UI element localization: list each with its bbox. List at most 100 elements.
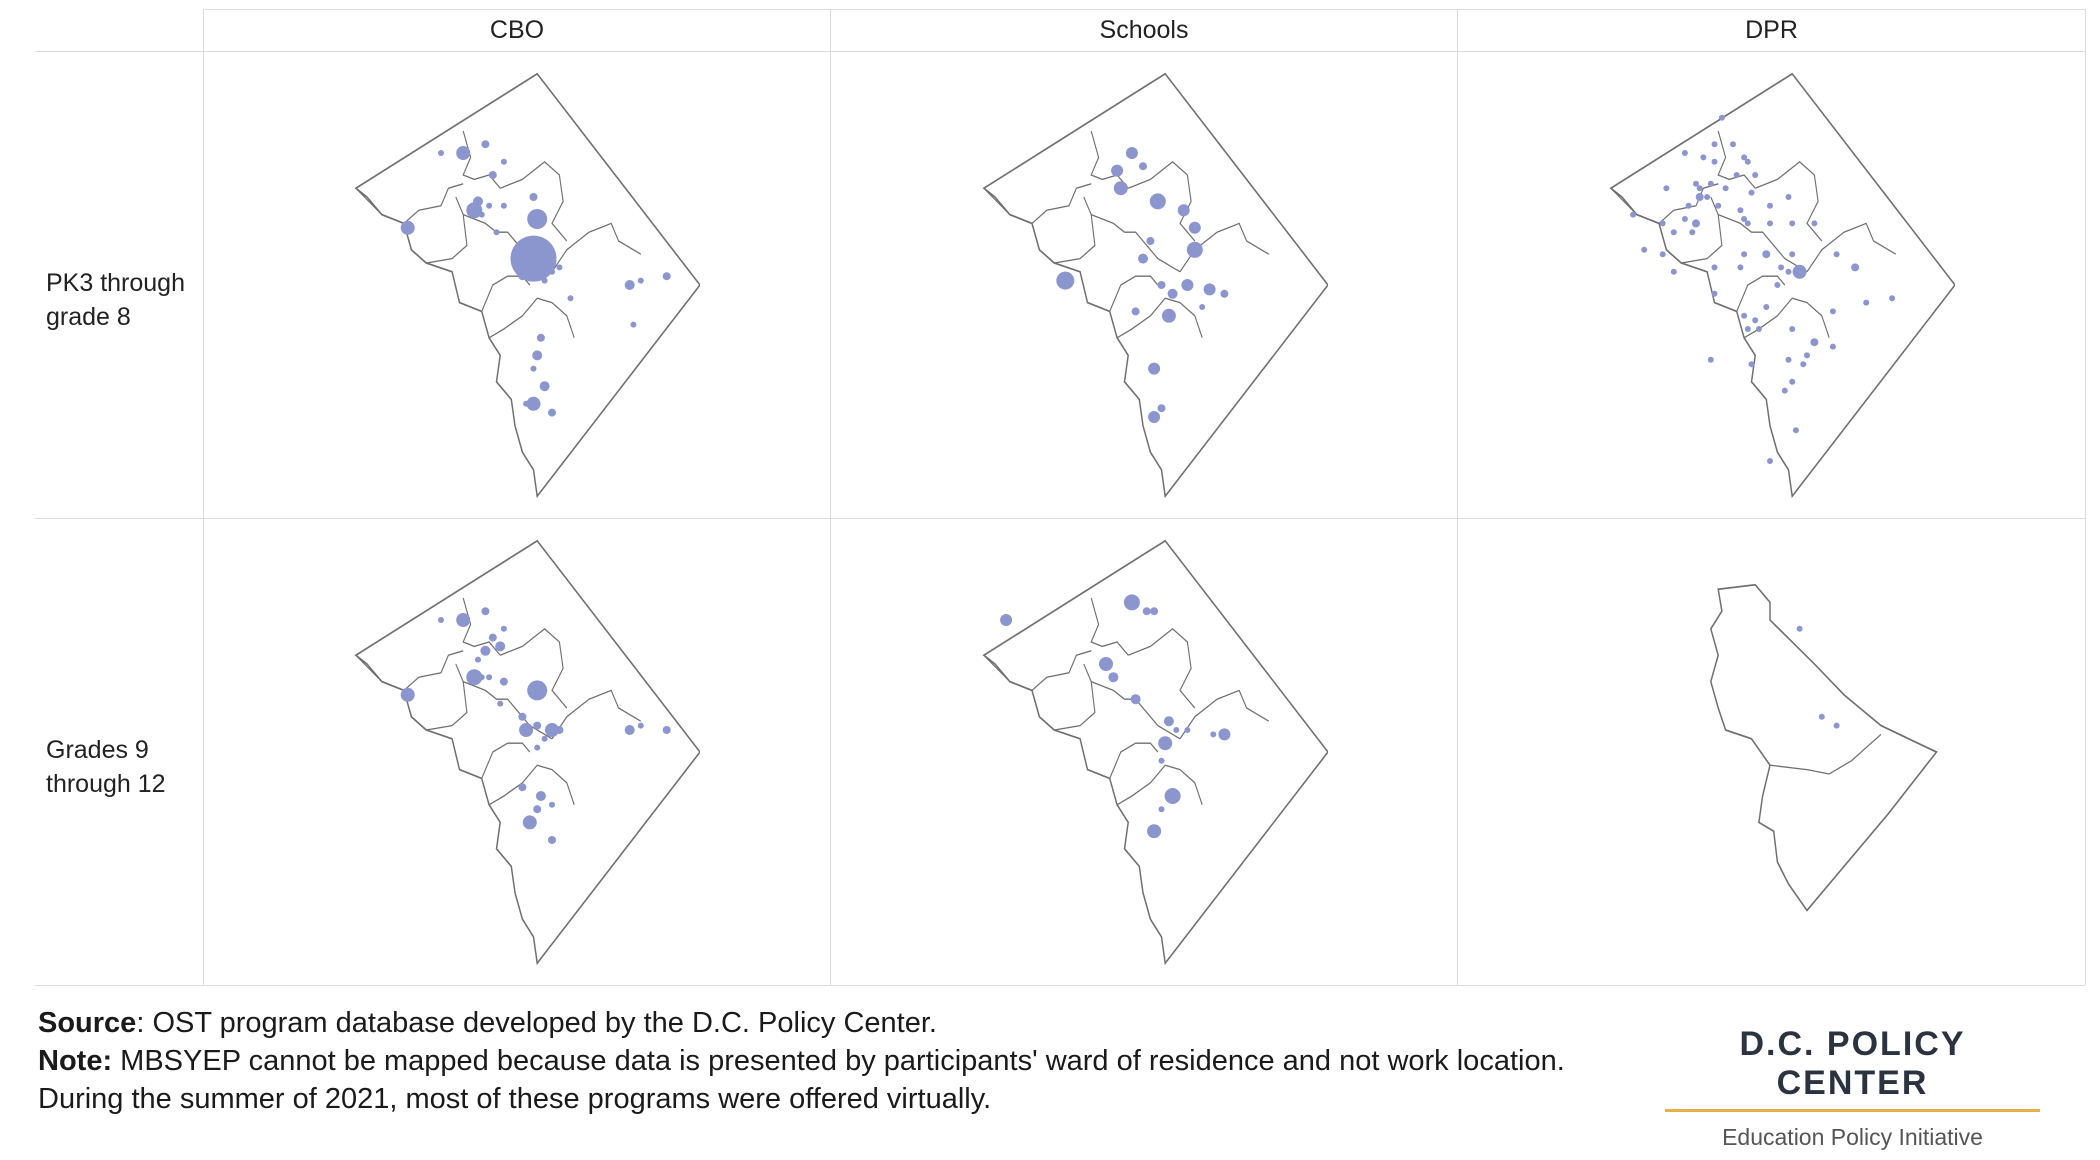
program-location-dot [533, 721, 542, 730]
program-location-dot [1164, 788, 1181, 804]
program-location-dot [1762, 250, 1771, 259]
row-label-grades9-12: Grades 9 through 12 [46, 733, 206, 801]
grid-line-v4 [2085, 9, 2086, 985]
program-location-dot [1778, 264, 1785, 271]
program-location-dot [1811, 220, 1818, 227]
program-location-dot [1113, 181, 1128, 196]
ward-boundary [1736, 275, 1786, 312]
ward-boundary [983, 650, 1092, 692]
ward-boundary [1116, 297, 1203, 339]
program-location-dot [500, 158, 507, 165]
program-location-dot [624, 725, 635, 735]
grid-line-v2 [830, 9, 831, 985]
program-location-dot [526, 396, 541, 411]
ward-boundary [500, 627, 568, 709]
program-location-dot [549, 268, 555, 275]
program-location-dot [539, 381, 550, 392]
program-location-dot [555, 726, 564, 734]
dc-map-outline [354, 72, 700, 499]
program-location-dot [1158, 757, 1165, 764]
program-location-dot [1147, 824, 1162, 839]
ward-boundary [1091, 213, 1181, 273]
program-location-dot [1711, 290, 1718, 297]
program-location-dot [500, 202, 507, 209]
program-location-dot [1785, 356, 1792, 363]
program-location-dot [1810, 338, 1819, 347]
program-location-dot [486, 202, 493, 209]
ward-boundary [488, 297, 575, 339]
program-location-dot [1689, 229, 1696, 236]
program-location-dot [497, 700, 504, 707]
ward-boundary [1755, 160, 1823, 242]
program-location-dot [1711, 158, 1718, 165]
ward-boundary [1610, 183, 1719, 225]
program-location-dot [1741, 216, 1748, 222]
ward-boundary [1658, 196, 1723, 264]
ward-boundary [355, 183, 464, 225]
program-location-dot [1792, 427, 1799, 434]
program-location-dot [1630, 211, 1637, 218]
program-location-dot [1158, 736, 1173, 751]
program-location-dot [438, 150, 444, 156]
program-location-dot [1744, 158, 1751, 165]
program-location-dot [535, 791, 546, 801]
program-location-dot [662, 726, 671, 734]
ward-boundary [1179, 689, 1270, 740]
program-location-dot [1146, 237, 1155, 245]
program-location-dot [1818, 713, 1825, 720]
program-location-dot [1800, 361, 1807, 368]
row-label-line: Grades 9 [46, 736, 149, 764]
program-location-dot [1203, 283, 1216, 296]
program-location-dot [1804, 352, 1810, 359]
program-location-dot [1774, 282, 1781, 288]
program-location-dot [1188, 221, 1201, 234]
program-location-dot [1700, 154, 1707, 161]
program-location-dot [1707, 356, 1714, 363]
grid-line-bottom [35, 985, 2085, 986]
map-panel-schools-grades9-12 [958, 532, 1328, 972]
program-location-dot [1173, 727, 1180, 733]
program-location-dot [1833, 251, 1840, 258]
program-location-dot [1752, 317, 1759, 324]
program-location-dot [527, 680, 548, 701]
ward-boundary [1090, 597, 1129, 656]
program-location-dot [1163, 716, 1174, 727]
program-location-dot [510, 235, 557, 282]
program-location-dot [1681, 216, 1688, 222]
program-location-dot [475, 656, 481, 663]
program-location-dot [518, 783, 527, 792]
program-location-dot [1789, 326, 1796, 332]
grid-line-top [205, 9, 2085, 10]
program-location-dot [495, 641, 506, 652]
program-location-dot [1056, 271, 1075, 290]
ward-boundary [551, 689, 642, 740]
ward-boundary [1718, 213, 1808, 273]
program-location-dot [499, 677, 508, 686]
program-location-dot [1142, 607, 1151, 616]
program-location-dot [1789, 378, 1796, 385]
program-location-dot [1138, 253, 1148, 264]
program-location-dot [1148, 362, 1161, 375]
program-location-dot [541, 277, 548, 284]
program-location-dot [1781, 387, 1788, 394]
program-location-dot [1785, 268, 1792, 275]
program-location-dot [466, 669, 483, 686]
source-line: Source: OST program database developed b… [38, 1004, 1628, 1042]
program-location-dot [1748, 189, 1755, 196]
program-location-dot [481, 140, 490, 149]
program-location-dot [534, 744, 541, 751]
program-location-dot [637, 722, 644, 729]
program-location-dot [1177, 204, 1190, 217]
program-location-dot [1755, 326, 1762, 332]
map-panel-cbo-pk3 [330, 65, 700, 505]
program-location-dot [1789, 220, 1796, 227]
program-location-dot [1737, 264, 1744, 271]
program-location-dot [1157, 281, 1166, 289]
program-location-dot [1670, 229, 1677, 236]
dc-map-outline [354, 539, 700, 966]
map-panel-dpr-grades9-12 [1585, 532, 1955, 972]
program-location-dot [1681, 150, 1688, 156]
program-location-dot [532, 350, 543, 361]
note-line: Note: MBSYEP cannot be mapped because da… [38, 1042, 1628, 1118]
program-location-dot [500, 625, 507, 632]
